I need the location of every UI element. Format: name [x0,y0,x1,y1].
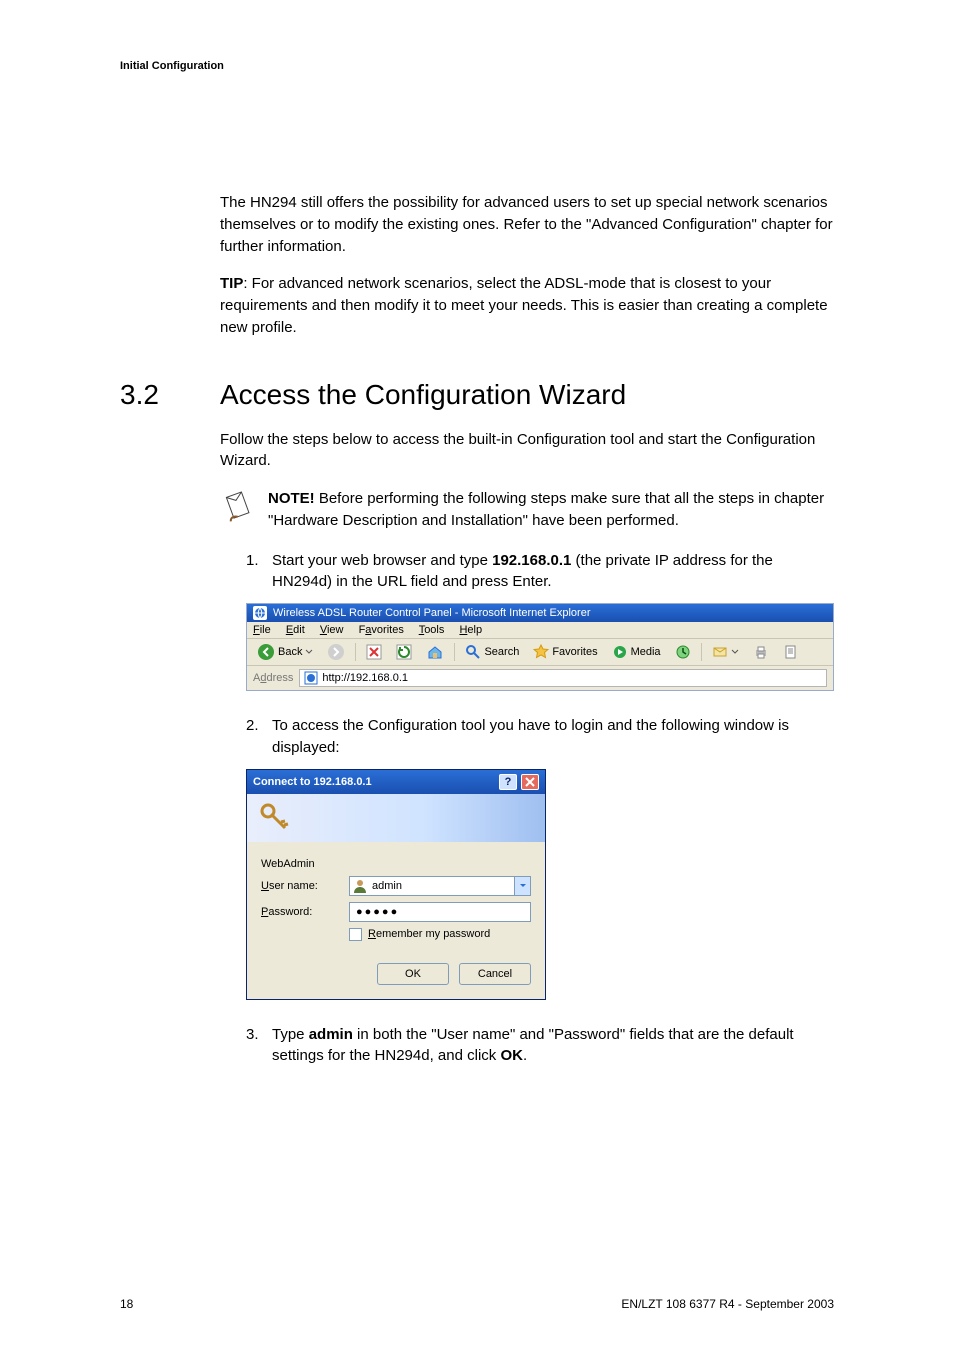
password-label: Password: [261,906,341,918]
tip-text: : For advanced network scenarios, select… [220,275,828,336]
history-button[interactable] [671,643,695,661]
favorites-label: Favorites [552,646,597,658]
media-label: Media [631,646,661,658]
note-icon [220,488,256,524]
step3-ok: OK [500,1047,523,1064]
back-label: Back [278,646,302,658]
menu-file[interactable]: File [253,624,271,636]
address-input[interactable]: http://192.168.0.1 [299,669,827,687]
note-block: NOTE! Before performing the following st… [220,488,834,532]
ie-app-icon [253,606,267,620]
ie-title-text: Wireless ADSL Router Control Panel - Mic… [273,607,591,619]
step1-text-a: Start your web browser and type [272,552,492,569]
edit-button[interactable] [779,643,803,661]
ie-titlebar: Wireless ADSL Router Control Panel - Mic… [247,604,833,622]
password-input[interactable] [349,902,531,922]
mail-button[interactable] [708,643,743,661]
tip-paragraph: TIP: For advanced network scenarios, sel… [220,273,834,338]
dialog-banner [247,794,545,842]
chevron-down-icon [731,648,739,656]
note-text: Before performing the following steps ma… [268,490,824,529]
refresh-button[interactable] [392,643,416,661]
step-1: 1. Start your web browser and type 192.1… [246,550,834,594]
intro-paragraph: The HN294 still offers the possibility f… [220,192,834,257]
step3-admin: admin [309,1026,353,1043]
forward-button[interactable] [323,642,349,662]
note-label: NOTE! [268,490,315,507]
help-button[interactable]: ? [499,774,517,790]
menu-view[interactable]: View [320,624,344,636]
section-title: Access the Configuration Wizard [220,379,626,411]
username-label: User name: [261,880,341,892]
ie-menubar: File Edit View Favorites Tools Help [247,622,833,639]
ie-addressbar: Address http://192.168.0.1 [247,666,833,690]
toolbar-separator [454,643,455,661]
search-button[interactable]: Search [461,643,523,661]
home-button[interactable] [422,642,448,662]
username-dropdown[interactable] [514,877,530,895]
step2-text: To access the Configuration tool you hav… [272,715,834,759]
page-number: 18 [120,1297,133,1311]
step3-text-a: Type [272,1026,309,1043]
stop-button[interactable] [362,643,386,661]
step3-text-c: . [523,1047,527,1064]
step1-ip: 192.168.0.1 [492,552,571,569]
login-dialog: Connect to 192.168.0.1 ? [246,769,546,1000]
menu-favorites[interactable]: Favorites [359,624,404,636]
running-head: Initial Configuration [120,60,834,72]
doc-id: EN/LZT 108 6377 R4 - September 2003 [621,1297,834,1311]
username-input[interactable] [349,876,531,896]
menu-help[interactable]: Help [459,624,482,636]
step-3: 3. Type admin in both the "User name" an… [246,1024,834,1068]
close-button[interactable] [521,774,539,790]
close-icon [525,777,535,787]
keys-icon [257,800,293,839]
favorites-button[interactable]: Favorites [529,643,601,661]
toolbar-separator [701,643,702,661]
step-number: 3. [246,1024,272,1068]
step-2: 2. To access the Configuration tool you … [246,715,834,759]
ie-toolbar: Back [247,639,833,666]
dialog-title: Connect to 192.168.0.1 [253,776,499,788]
search-label: Search [484,646,519,658]
page-icon [304,671,318,685]
media-button[interactable]: Media [608,643,665,661]
realm-label: WebAdmin [261,858,315,870]
remember-label: Remember my password [368,928,490,940]
back-button[interactable]: Back [253,642,317,662]
step-number: 1. [246,550,272,594]
tip-label: TIP [220,275,243,292]
chevron-down-icon [519,882,527,890]
user-icon [352,878,368,894]
toolbar-separator [355,643,356,661]
remember-checkbox[interactable] [349,928,362,941]
ok-button[interactable]: OK [377,963,449,985]
cancel-button[interactable]: Cancel [459,963,531,985]
address-url: http://192.168.0.1 [322,672,408,684]
ie-window: Wireless ADSL Router Control Panel - Mic… [246,603,834,691]
section-lead: Follow the steps below to access the bui… [220,429,834,473]
section-number: 3.2 [120,379,220,411]
step-number: 2. [246,715,272,759]
print-button[interactable] [749,643,773,661]
menu-tools[interactable]: Tools [419,624,445,636]
address-label: Address [253,672,293,684]
chevron-down-icon [305,648,313,656]
menu-edit[interactable]: Edit [286,624,305,636]
dialog-titlebar: Connect to 192.168.0.1 ? [247,770,545,794]
